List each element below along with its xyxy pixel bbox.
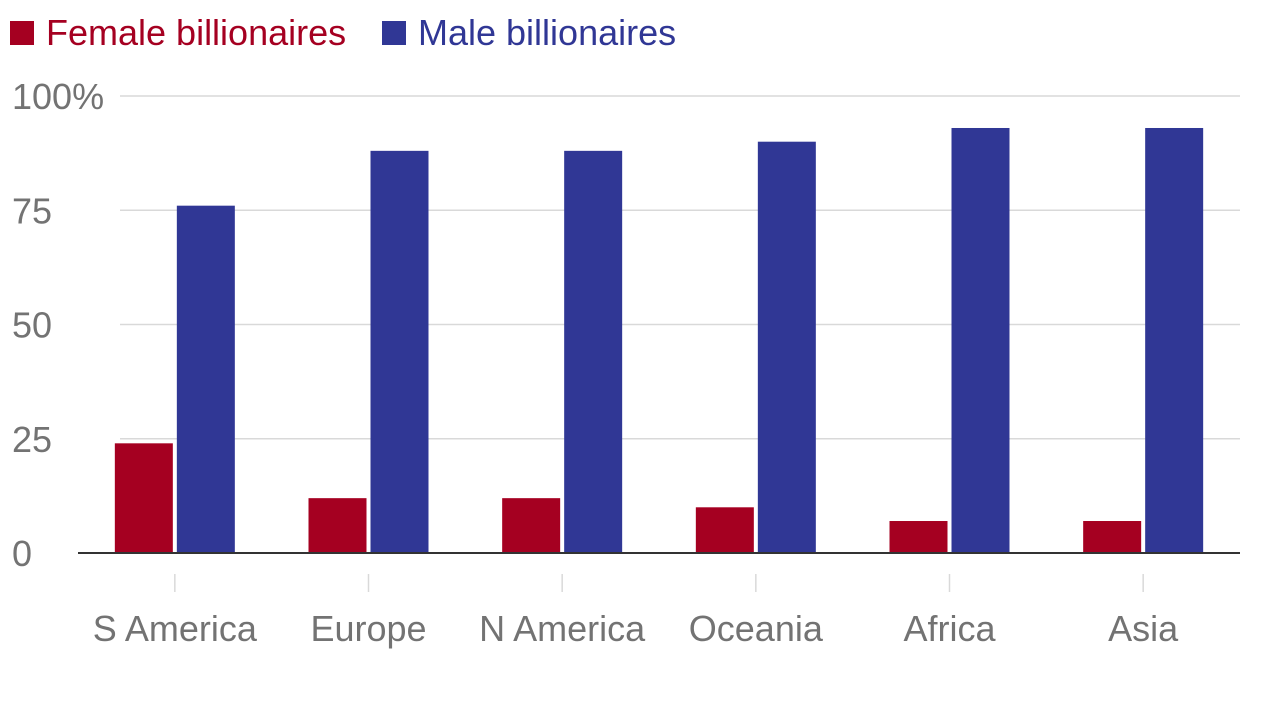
bar-female-asia (1083, 521, 1142, 553)
bar-male-s-america (176, 205, 235, 553)
legend-swatch-female (10, 21, 34, 45)
x-axis: S America Europe N America Oceania Africa Asi… (93, 574, 1179, 649)
bar-male-europe (370, 150, 429, 553)
legend-swatch-male (382, 21, 406, 45)
y-axis: 0 25 50 75 100% (12, 76, 104, 574)
x-tick-label: Europe (310, 608, 426, 649)
bar-male-n-america (564, 150, 623, 553)
x-tick-label: S America (93, 608, 258, 649)
x-tick-label: Asia (1108, 608, 1179, 649)
bar-female-oceania (695, 507, 754, 553)
bar-female-s-america (114, 443, 173, 553)
bar-male-africa (951, 127, 1010, 554)
x-tick-label: N America (479, 608, 646, 649)
legend-label-female: Female billionaires (46, 12, 346, 53)
y-tick-label: 100% (12, 76, 104, 117)
legend-label-male: Male billionaires (418, 12, 676, 53)
y-tick-label: 25 (12, 419, 52, 460)
bars (114, 127, 1204, 554)
y-tick-label: 0 (12, 533, 32, 574)
legend: Female billionaires Male billionaires (10, 12, 676, 53)
grid (120, 95, 1240, 440)
x-tick-label: Oceania (689, 608, 824, 649)
y-tick-label: 50 (12, 305, 52, 346)
bar-female-n-america (502, 498, 561, 553)
bar-male-asia (1145, 127, 1204, 554)
y-tick-label: 75 (12, 190, 52, 231)
bar-female-europe (308, 498, 367, 553)
bar-female-africa (889, 521, 948, 553)
bar-male-oceania (757, 141, 816, 553)
x-tick-label: Africa (903, 608, 996, 649)
